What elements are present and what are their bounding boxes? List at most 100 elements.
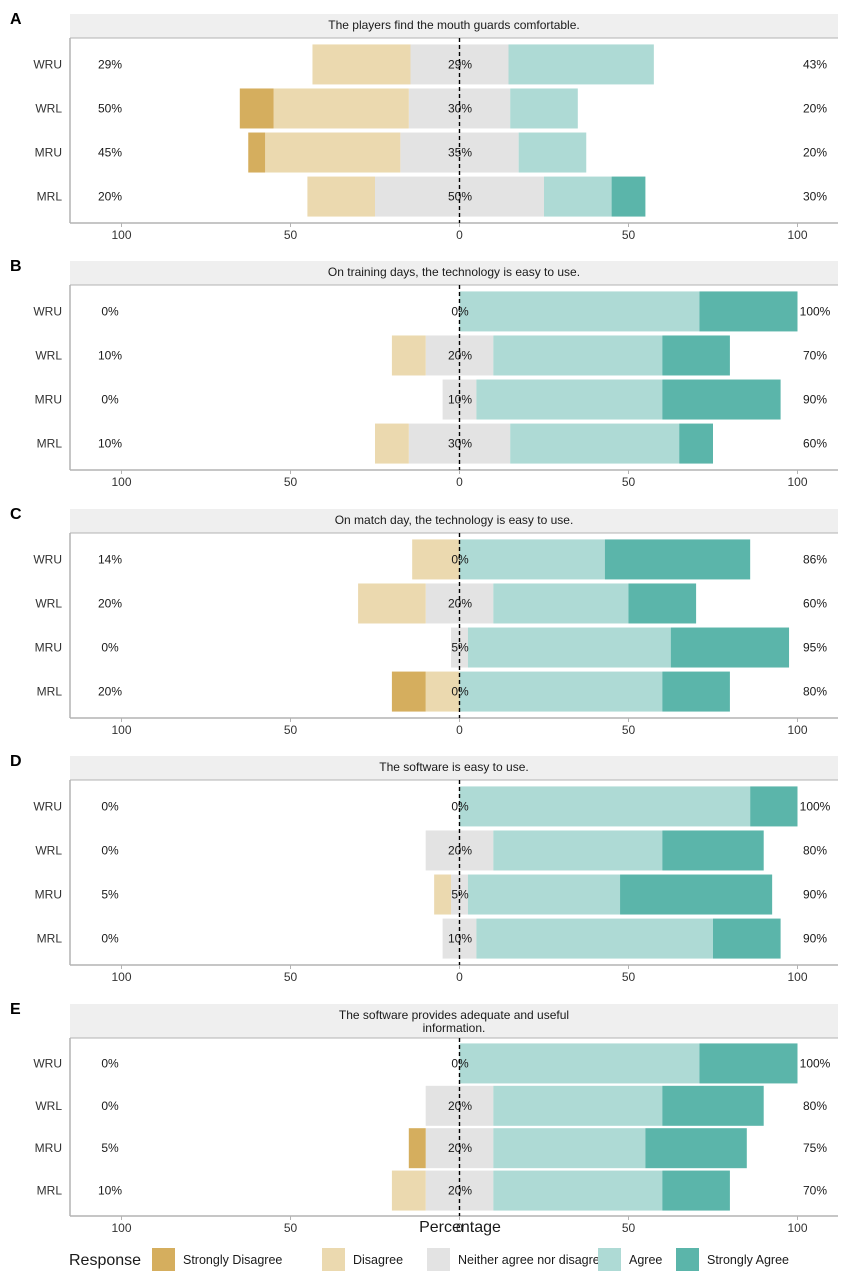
bar-strongly-disagree (391, 671, 426, 712)
x-tick-label: 50 (622, 475, 636, 489)
panel-title: The software provides adequate and usefu… (339, 1008, 569, 1022)
label-disagree-total: 10% (98, 437, 122, 451)
bar-agree (459, 671, 663, 712)
category-label: WRU (33, 1056, 62, 1070)
label-disagree-total: 0% (101, 1099, 119, 1113)
bar-agree (510, 88, 578, 129)
legend-swatch-neutral (427, 1248, 450, 1271)
bar-agree (467, 627, 671, 668)
bar-strongly-agree (604, 539, 751, 580)
label-agree-total: 86% (803, 552, 827, 566)
bar-agree (493, 583, 629, 624)
label-agree-total: 80% (803, 1099, 827, 1113)
label-disagree-total: 0% (101, 932, 119, 946)
bar-agree (493, 1170, 663, 1211)
x-tick-label: 100 (111, 723, 131, 737)
label-agree-total: 100% (800, 304, 831, 318)
x-tick-label: 50 (284, 970, 298, 984)
bar-disagree (391, 1170, 426, 1211)
category-label: WRL (35, 101, 62, 115)
x-tick-label: 0 (456, 723, 463, 737)
bar-agree (476, 918, 713, 959)
x-tick-label: 100 (111, 970, 131, 984)
label-disagree-total: 45% (98, 146, 122, 160)
category-label: MRU (35, 888, 62, 902)
x-tick-label: 100 (787, 1221, 807, 1235)
panel-title: The software is easy to use. (379, 760, 528, 774)
panel-title: information. (423, 1021, 486, 1035)
label-agree-total: 30% (803, 190, 827, 204)
panel-title-strip (70, 756, 838, 780)
bar-disagree (412, 539, 460, 580)
bar-disagree (312, 44, 411, 85)
label-agree-total: 70% (803, 1184, 827, 1198)
category-label: MRL (37, 932, 63, 946)
bar-strongly-agree (679, 423, 713, 464)
panel-letter-D: D (10, 753, 22, 770)
label-agree-total: 20% (803, 146, 827, 160)
label-agree-total: 20% (803, 101, 827, 115)
bar-disagree (358, 583, 426, 624)
bar-disagree (391, 335, 426, 376)
bar-strongly-agree (662, 379, 781, 420)
label-agree-total: 90% (803, 888, 827, 902)
x-tick-label: 100 (111, 475, 131, 489)
label-disagree-total: 0% (101, 799, 119, 813)
label-neutral: 0% (451, 304, 469, 318)
x-tick-label: 50 (622, 723, 636, 737)
bar-strongly-agree (662, 335, 730, 376)
panel-title: On match day, the technology is easy to … (335, 513, 574, 527)
label-disagree-total: 14% (98, 552, 122, 566)
legend-swatch-strongly-agree (676, 1248, 699, 1271)
legend-label-strongly-agree: Strongly Agree (707, 1253, 789, 1267)
x-tick-label: 100 (787, 723, 807, 737)
bar-disagree (273, 88, 409, 129)
x-tick-label: 0 (456, 1221, 463, 1235)
label-neutral: 50% (448, 190, 472, 204)
label-neutral: 0% (451, 1056, 469, 1070)
label-agree-total: 95% (803, 641, 827, 655)
panel-title: The players find the mouth guards comfor… (328, 18, 579, 32)
legend-label-neutral: Neither agree nor disagree (458, 1253, 607, 1267)
label-neutral: 20% (448, 1184, 472, 1198)
label-neutral: 29% (448, 57, 472, 71)
panel-title: On training days, the technology is easy… (328, 265, 580, 279)
category-label: WRL (35, 1099, 62, 1113)
category-label: WRU (33, 799, 62, 813)
bar-neutral (410, 44, 509, 85)
category-label: MRU (35, 146, 62, 160)
x-tick-label: 50 (284, 723, 298, 737)
label-disagree-total: 5% (101, 888, 119, 902)
bar-disagree (425, 671, 460, 712)
bar-agree (510, 423, 680, 464)
label-neutral: 0% (451, 799, 469, 813)
bar-agree (467, 874, 621, 915)
label-agree-total: 60% (803, 596, 827, 610)
bar-strongly-agree (662, 830, 764, 871)
label-agree-total: 60% (803, 437, 827, 451)
bar-strongly-agree (699, 1043, 798, 1084)
category-label: MRU (35, 641, 62, 655)
bar-strongly-agree (662, 1170, 730, 1211)
legend-label-strongly-disagree: Strongly Disagree (183, 1253, 282, 1267)
bar-agree (493, 830, 663, 871)
bar-strongly-agree (620, 874, 773, 915)
legend-swatch-agree (598, 1248, 621, 1271)
label-neutral: 20% (448, 1141, 472, 1155)
label-neutral: 0% (451, 685, 469, 699)
bar-agree (544, 176, 612, 217)
label-disagree-total: 0% (101, 843, 119, 857)
bar-strongly-disagree (408, 1128, 426, 1169)
bar-agree (459, 291, 700, 332)
bar-neutral (425, 1085, 494, 1126)
bar-strongly-agree (699, 291, 798, 332)
category-label: WRL (35, 843, 62, 857)
bar-agree (493, 1085, 663, 1126)
bar-disagree (434, 874, 452, 915)
bar-strongly-agree (670, 627, 790, 668)
bar-strongly-disagree (239, 88, 274, 129)
label-disagree-total: 10% (98, 1184, 122, 1198)
bar-disagree (375, 423, 409, 464)
bar-agree (459, 1043, 700, 1084)
